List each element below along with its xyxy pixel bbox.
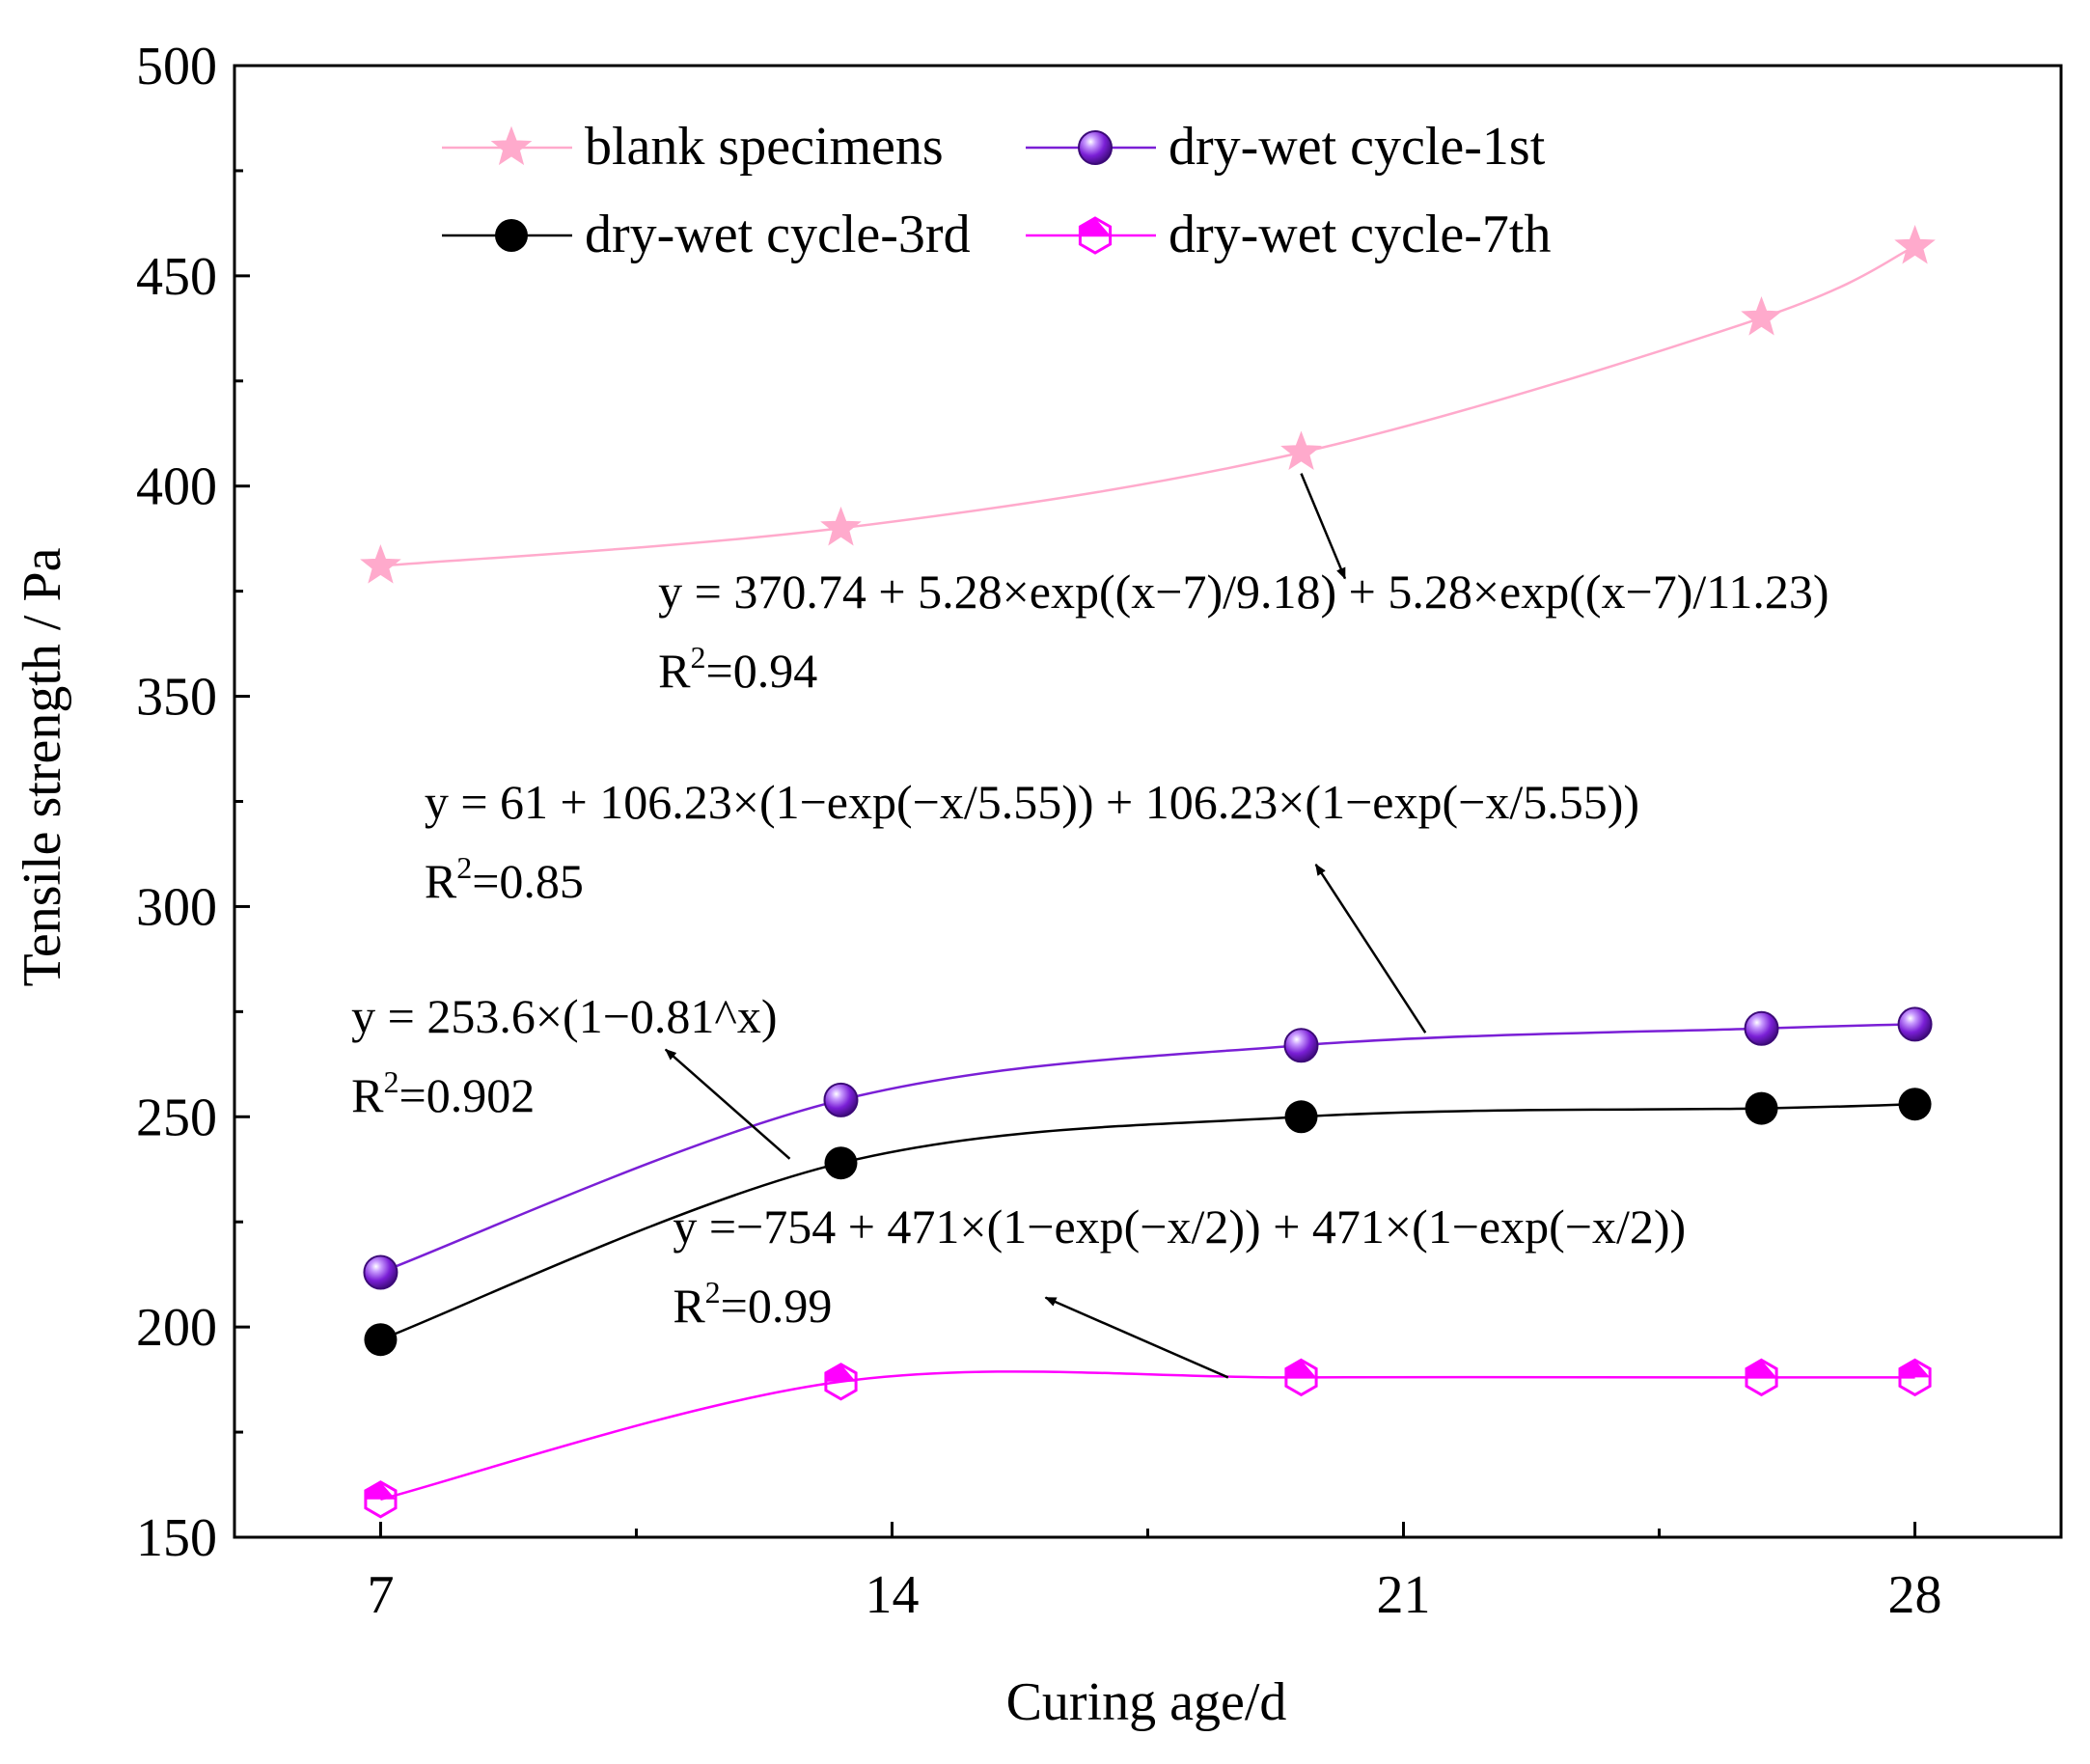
series-line-dry-wet-cycle-7th <box>380 1370 1915 1502</box>
data-point-blank-specimens-0 <box>360 544 401 584</box>
legend-marker-blank-specimens <box>490 125 533 166</box>
legend-entry-dry-wet-cycle-7th: dry-wet cycle-7th <box>1026 205 1551 264</box>
x-tick-label-21: 21 <box>1377 1565 1431 1625</box>
fit-arrow-dry-wet-cycle-3rd <box>664 1048 791 1160</box>
y-tick-label-200: 200 <box>136 1298 217 1358</box>
data-point-dry-wet-cycle-1st-4 <box>1897 1006 1933 1042</box>
series-dry-wet-cycle-7th <box>364 1358 1932 1519</box>
legend-entry-dry-wet-cycle-1st: dry-wet cycle-1st <box>1026 117 1546 177</box>
y-tick-label-250: 250 <box>136 1088 217 1147</box>
legend-label-blank-specimens: blank specimens <box>585 117 944 177</box>
fit-annotation-dry-wet-cycle-3rd: y = 253.6×(1−0.81^x) R2=0.902 <box>351 989 791 1160</box>
fit-annotation-dry-wet-cycle-7th: y =−754 + 471×(1−exp(−x/2)) + 471×(1−exp… <box>673 1199 1686 1379</box>
x-tick-label-28: 28 <box>1888 1565 1942 1625</box>
legend-marker-dry-wet-cycle-7th <box>1078 216 1113 255</box>
fit-equation-dry-wet-cycle-3rd: y = 253.6×(1−0.81^x) <box>351 989 777 1043</box>
series-blank-specimens <box>360 224 1936 584</box>
legend: blank specimens dry-wet cycle-1st dry-wet … <box>442 117 1551 264</box>
legend-label-dry-wet-cycle-3rd: dry-wet cycle-3rd <box>585 205 971 264</box>
fit-arrow-dry-wet-cycle-7th <box>1044 1296 1229 1379</box>
data-point-dry-wet-cycle-7th-0 <box>364 1480 398 1519</box>
series-dry-wet-cycle-1st <box>363 1006 1933 1290</box>
y-tick-label-400: 400 <box>136 457 217 517</box>
legend-label-dry-wet-cycle-7th: dry-wet cycle-7th <box>1169 205 1551 264</box>
data-point-dry-wet-cycle-1st-3 <box>1744 1010 1779 1046</box>
fit-equation-dry-wet-cycle-7th: y =−754 + 471×(1−exp(−x/2)) + 471×(1−exp… <box>673 1199 1686 1254</box>
legend-entry-blank-specimens: blank specimens <box>442 117 944 177</box>
series-layer <box>360 224 1936 1519</box>
data-point-blank-specimens-1 <box>820 506 862 546</box>
data-point-dry-wet-cycle-7th-1 <box>824 1363 858 1401</box>
fit-annotation-dry-wet-cycle-1st: y = 61 + 106.23×(1−exp(−x/5.55)) + 106.2… <box>425 775 1639 1034</box>
legend-marker-dry-wet-cycle-1st <box>1078 130 1113 165</box>
fit-arrow-dry-wet-cycle-1st <box>1314 864 1427 1034</box>
fit-arrow-blank-specimens <box>1300 473 1347 580</box>
y-tick-label-300: 300 <box>136 877 217 937</box>
data-point-dry-wet-cycle-3rd-3 <box>1745 1091 1778 1125</box>
y-axis-label: Tensile strength / Pa <box>13 547 72 986</box>
y-tick-label-500: 500 <box>136 37 217 96</box>
data-point-blank-specimens-3 <box>1741 295 1782 336</box>
data-point-dry-wet-cycle-1st-2 <box>1283 1028 1319 1063</box>
legend-label-dry-wet-cycle-1st: dry-wet cycle-1st <box>1169 117 1546 177</box>
y-tick-label-350: 350 <box>136 668 217 728</box>
legend-entry-dry-wet-cycle-3rd: dry-wet cycle-3rd <box>442 205 971 264</box>
fit-r2-blank-specimens: R2=0.94 <box>658 640 817 698</box>
y-tick-label-450: 450 <box>136 247 217 307</box>
fit-r2-dry-wet-cycle-7th: R2=0.99 <box>673 1275 832 1333</box>
data-point-dry-wet-cycle-7th-3 <box>1745 1358 1778 1397</box>
x-axis-ticks: 7 14 21 28 <box>367 1522 1942 1625</box>
data-point-blank-specimens-4 <box>1894 224 1936 264</box>
data-point-dry-wet-cycle-1st-1 <box>823 1082 859 1117</box>
fit-equation-dry-wet-cycle-1st: y = 61 + 106.23×(1−exp(−x/5.55)) + 106.2… <box>425 775 1639 829</box>
x-tick-label-14: 14 <box>865 1565 919 1625</box>
fit-r2-dry-wet-cycle-1st: R2=0.85 <box>425 850 584 908</box>
x-tick-label-7: 7 <box>367 1565 394 1625</box>
data-point-dry-wet-cycle-1st-0 <box>363 1254 399 1290</box>
legend-marker-dry-wet-cycle-3rd <box>495 219 528 252</box>
fit-annotation-blank-specimens: y = 370.74 + 5.28×exp((x−7)/9.18) + 5.28… <box>658 473 1829 698</box>
data-point-dry-wet-cycle-3rd-2 <box>1284 1100 1318 1134</box>
data-point-dry-wet-cycle-3rd-1 <box>824 1146 858 1180</box>
data-point-dry-wet-cycle-7th-4 <box>1898 1358 1932 1397</box>
data-point-dry-wet-cycle-3rd-4 <box>1898 1088 1932 1121</box>
y-tick-label-150: 150 <box>136 1508 217 1568</box>
annotation-layer: y = 370.74 + 5.28×exp((x−7)/9.18) + 5.28… <box>351 473 1829 1379</box>
series-dry-wet-cycle-3rd <box>364 1088 1932 1357</box>
y-axis-ticks: 150 200 250 300 350 400 450 500 <box>136 37 250 1568</box>
x-axis-label: Curing age/d <box>1006 1672 1287 1732</box>
fit-equation-blank-specimens: y = 370.74 + 5.28×exp((x−7)/9.18) + 5.28… <box>658 565 1829 619</box>
data-point-blank-specimens-2 <box>1280 430 1322 470</box>
fit-r2-dry-wet-cycle-3rd: R2=0.902 <box>351 1064 535 1122</box>
series-line-blank-specimens <box>380 245 1916 567</box>
data-point-dry-wet-cycle-7th-2 <box>1284 1358 1318 1397</box>
data-point-dry-wet-cycle-3rd-0 <box>364 1323 398 1357</box>
